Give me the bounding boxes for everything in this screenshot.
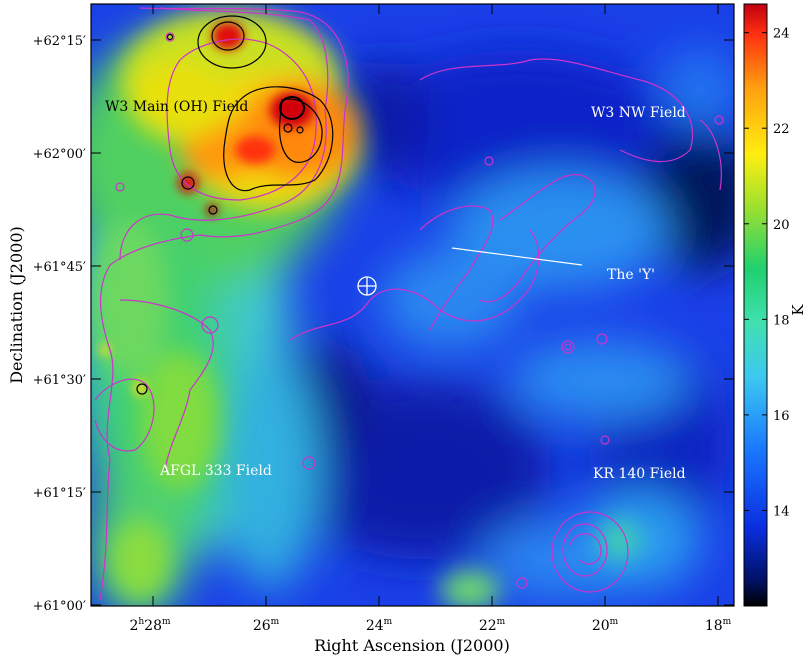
x-tick-labels: 2h28m 26m 24m 22m 20m 18m bbox=[129, 617, 731, 634]
contour-west-outer-2 bbox=[119, 7, 329, 261]
contour-knot-4 bbox=[561, 340, 575, 354]
annotation-w3-main: W3 Main (OH) Field bbox=[105, 99, 248, 115]
contour-kr140-spiral bbox=[569, 533, 602, 565]
contour-knot-1 bbox=[165, 32, 175, 42]
colorbar-tick-label-4: 22 bbox=[773, 122, 790, 137]
contour-black-peak-3 bbox=[296, 126, 304, 134]
x-tick-label-2: 24m bbox=[366, 617, 393, 634]
x-tick-label-3: 22m bbox=[479, 617, 506, 634]
colorbar-ticks: 14 16 18 20 22 24 bbox=[744, 27, 790, 519]
contour-afgl bbox=[94, 378, 155, 452]
x-axis-ticks bbox=[152, 4, 719, 606]
contour-nw-field bbox=[419, 58, 694, 163]
y-tick-label-3: +61°30′ bbox=[33, 373, 86, 388]
heatmap-image bbox=[91, 4, 734, 606]
colorbar-gradient bbox=[743, 3, 768, 607]
contour-knot-12 bbox=[201, 316, 219, 334]
contour-black-north-outer bbox=[197, 15, 267, 69]
marker-circle-plus bbox=[357, 276, 377, 296]
contour-knot-7 bbox=[600, 435, 610, 445]
y-tick-label-1: +62°00′ bbox=[33, 147, 86, 162]
y-axis-ticks bbox=[91, 39, 734, 606]
y-tick-label-4: +61°15′ bbox=[33, 486, 86, 501]
x-axis-title: Right Ascension (J2000) bbox=[314, 636, 510, 655]
contour-knot-11 bbox=[714, 115, 724, 125]
plot-frame bbox=[90, 3, 735, 607]
contour-mid-band bbox=[289, 229, 540, 341]
y-tick-label-0: +62°15′ bbox=[33, 34, 86, 49]
contour-y-right bbox=[479, 173, 596, 303]
colorbar-tick-label-0: 14 bbox=[773, 504, 790, 519]
colorbar-tick-label-1: 16 bbox=[773, 409, 790, 424]
contour-black-w3main-outer bbox=[223, 86, 334, 192]
contour-black-north-inner bbox=[211, 21, 245, 51]
contour-black-peak-1 bbox=[279, 96, 305, 120]
contours bbox=[94, 7, 724, 601]
contour-kr140-inner bbox=[562, 523, 608, 577]
y-pointer-line bbox=[451, 247, 583, 266]
contour-y-left bbox=[419, 205, 494, 331]
x-tick-label-5: 18m bbox=[705, 617, 732, 634]
colorbar: 14 16 18 20 22 24 K bbox=[743, 3, 807, 607]
contour-black-188 bbox=[181, 176, 195, 190]
contour-black-peak-2 bbox=[283, 123, 293, 133]
contour-black-212 bbox=[208, 205, 218, 215]
x-tick-label-4: 20m bbox=[592, 617, 619, 634]
annotation-kr-140: KR 140 Field bbox=[593, 466, 686, 482]
contour-west-inner-3 bbox=[166, 38, 317, 201]
contour-knot-9 bbox=[516, 577, 528, 589]
contour-lower-west bbox=[119, 299, 214, 471]
x-tick-label-1: 26m bbox=[253, 617, 280, 634]
annotation-the-y: The 'Y' bbox=[607, 267, 655, 283]
contour-nw-right bbox=[699, 119, 722, 191]
x-tick-label-0: 2h28m bbox=[129, 617, 171, 634]
y-tick-labels: +62°15′ +62°00′ +61°45′ +61°30′ +61°15′ … bbox=[33, 34, 86, 614]
contour-west-outer bbox=[99, 7, 349, 601]
colorbar-tick-label-5: 24 bbox=[773, 27, 790, 42]
contour-black-afgl bbox=[136, 383, 148, 395]
annotation-w3-nw: W3 NW Field bbox=[591, 105, 686, 121]
colorbar-tick-label-2: 18 bbox=[773, 313, 790, 328]
contour-knot-3 bbox=[180, 228, 194, 242]
colorbar-tick-label-3: 20 bbox=[773, 218, 790, 233]
annotation-afgl-333: AFGL 333 Field bbox=[159, 463, 272, 479]
contour-knot-6 bbox=[596, 333, 608, 345]
contour-knot-5 bbox=[564, 343, 572, 351]
contour-knot-8 bbox=[302, 456, 316, 470]
y-axis-title: Declination (J2000) bbox=[7, 226, 26, 384]
y-tick-label-2: +61°45′ bbox=[33, 260, 86, 275]
contour-knot-10 bbox=[484, 156, 494, 166]
contour-black-knot bbox=[166, 33, 174, 41]
contour-kr140-outer bbox=[551, 511, 629, 593]
y-tick-label-5: +61°00′ bbox=[33, 599, 86, 614]
contour-black-w3main-inner bbox=[278, 98, 323, 163]
contour-knot-2 bbox=[115, 182, 125, 192]
colorbar-label: K bbox=[789, 304, 807, 316]
